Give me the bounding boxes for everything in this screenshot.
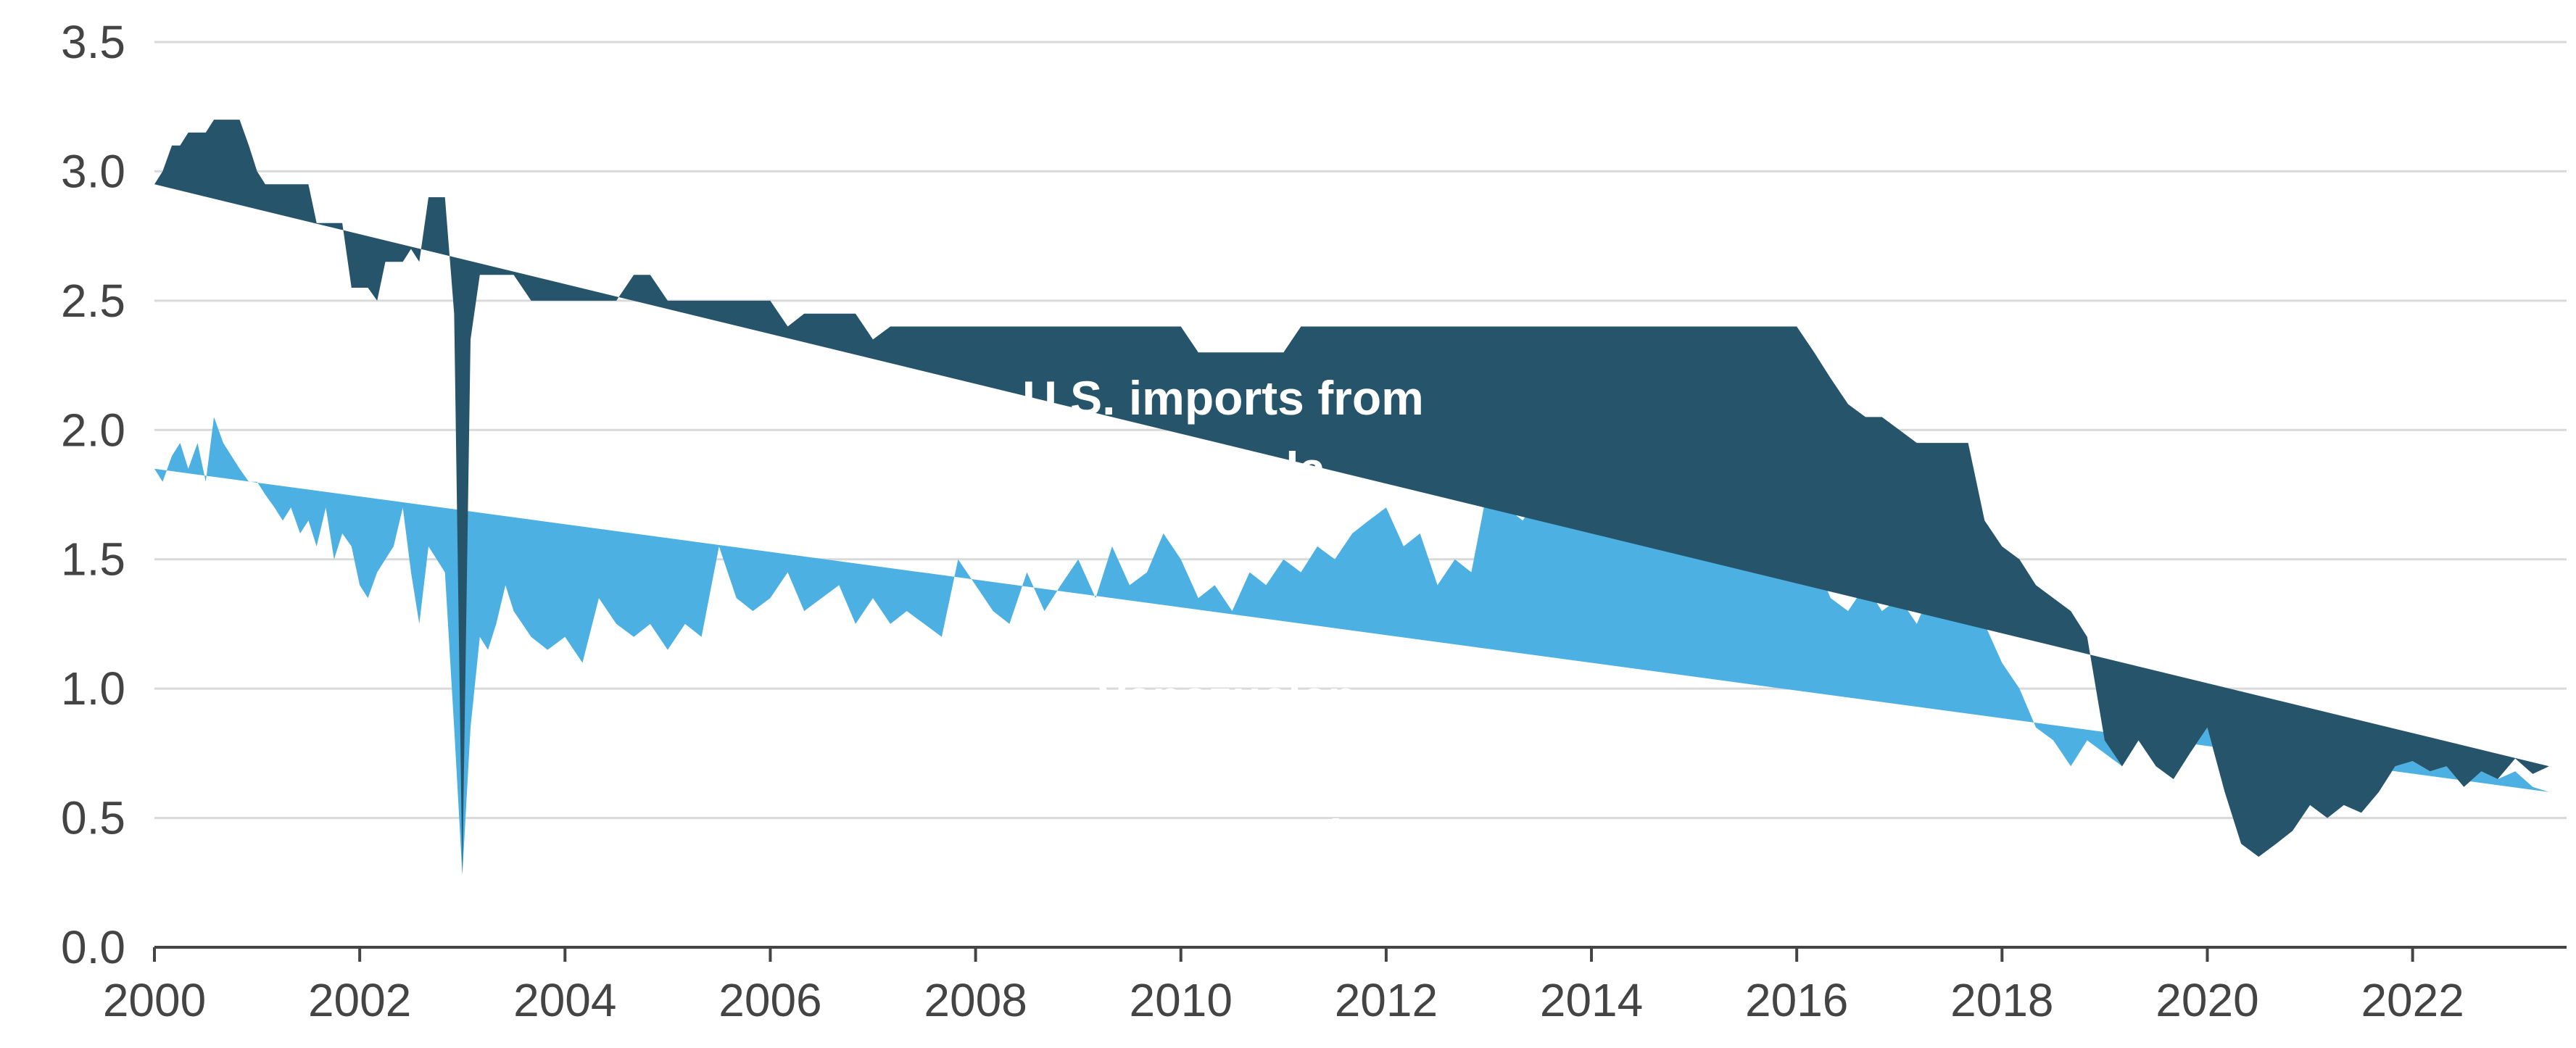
y-tick-label: 0.0 [61, 921, 125, 973]
annotation-us-imports-line: U.S. imports from [1022, 371, 1424, 425]
x-tick-label: 2012 [1335, 974, 1438, 1026]
y-tick-label: 1.0 [61, 662, 125, 715]
x-tick-label: 2022 [2361, 974, 2464, 1026]
annotation-layer: U.S. imports from Venzuela Venezuelan consu… [1022, 371, 1424, 933]
x-tick-label: 2010 [1130, 974, 1233, 1026]
x-tick-label: 2016 [1745, 974, 1848, 1026]
x-tick-label: 2014 [1540, 974, 1643, 1026]
series-area-us-imports [154, 120, 2549, 876]
x-tick-label: 2018 [1950, 974, 2053, 1026]
x-tick-label: 2006 [718, 974, 821, 1026]
annotation-us-imports-line: Venzuela [1121, 442, 1327, 496]
x-tick-label: 2000 [103, 974, 206, 1026]
area-layer [154, 120, 2549, 876]
series-area-venezuelan [154, 417, 2549, 876]
annotation-venezuelan-line: exports to the [1069, 810, 1385, 863]
axis-layer: 0.0 0.5 1.0 1.5 2.0 2.5 3.0 3.5 2000 2002 2004 2006… [61, 16, 2567, 1026]
annotation-venezuelan-line: consumption or [1046, 740, 1408, 794]
y-tick-label: 1.5 [61, 533, 125, 586]
y-tick-label: 0.5 [61, 792, 125, 844]
y-tick-label: 3.5 [61, 16, 125, 68]
x-tick-label: 2008 [924, 974, 1027, 1026]
annotation-venezuelan-line: Venezuelan [1096, 670, 1357, 724]
y-tick-label: 2.0 [61, 404, 125, 456]
y-tick-label: 3.0 [61, 145, 125, 197]
x-tick-label: 2004 [513, 974, 616, 1026]
x-tick-label: 2002 [308, 974, 411, 1026]
annotation-venezuelan-line: rest of the world [1040, 879, 1412, 933]
y-tick-label: 2.5 [61, 275, 125, 327]
x-tick-label: 2020 [2155, 974, 2258, 1026]
